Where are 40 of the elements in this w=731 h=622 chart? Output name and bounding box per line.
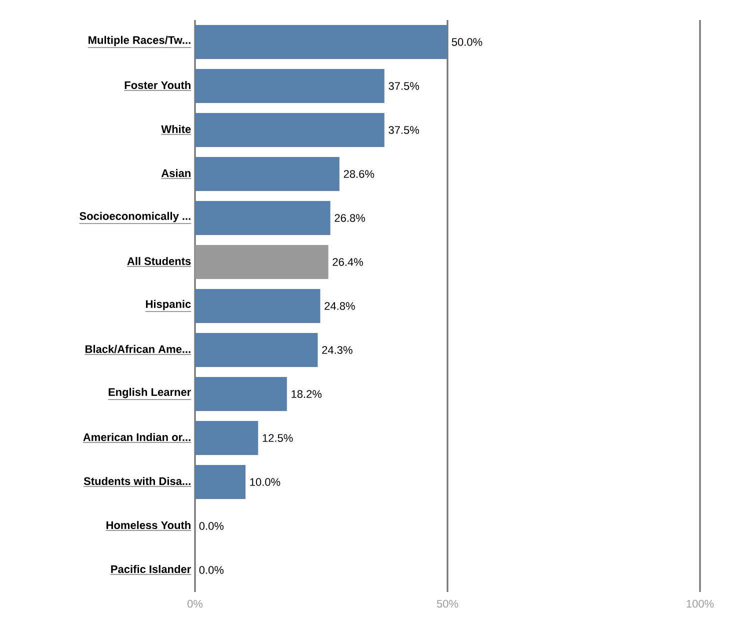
y-tick-label: Students with Disa... bbox=[84, 476, 190, 486]
data-label: 26.4% bbox=[332, 258, 363, 266]
y-tick-label: Homeless Youth bbox=[106, 520, 190, 530]
data-label: 12.5% bbox=[262, 434, 293, 442]
bar bbox=[195, 465, 246, 500]
data-label: 18.2% bbox=[292, 390, 322, 398]
data-label: 28.6% bbox=[344, 170, 374, 178]
bar bbox=[195, 245, 328, 280]
y-tick-label: Multiple Races/Tw... bbox=[88, 36, 190, 46]
bar bbox=[195, 113, 384, 148]
x-tick-label: 0% bbox=[187, 600, 203, 608]
y-tick-label: Socioeconomically ... bbox=[80, 212, 190, 222]
y-tick-label: All Students bbox=[127, 256, 191, 266]
data-label: 24.3% bbox=[322, 346, 352, 354]
y-tick-label: English Learner bbox=[108, 388, 191, 398]
y-tick-label: American Indian or... bbox=[83, 432, 190, 442]
data-label: 0.0% bbox=[199, 566, 224, 574]
y-tick-label: Black/African Ame... bbox=[85, 344, 190, 354]
data-label: 10.0% bbox=[250, 478, 280, 486]
data-label: 24.8% bbox=[324, 302, 355, 310]
bar bbox=[195, 69, 384, 104]
y-tick-label: Asian bbox=[161, 168, 190, 178]
bar bbox=[195, 377, 287, 412]
data-label: 37.5% bbox=[388, 126, 420, 134]
bar bbox=[195, 157, 340, 192]
y-tick-label: White bbox=[161, 124, 191, 134]
data-label: 50.0% bbox=[452, 38, 482, 46]
data-label: 37.5% bbox=[388, 82, 420, 90]
bar bbox=[195, 25, 448, 60]
x-tick-label: 50% bbox=[436, 600, 458, 608]
x-tick-label: 100% bbox=[686, 600, 714, 608]
bar bbox=[195, 333, 318, 368]
bar bbox=[195, 421, 258, 456]
bar bbox=[195, 201, 330, 236]
y-tick-label: Pacific Islander bbox=[111, 564, 191, 574]
y-tick-label: Hispanic bbox=[146, 300, 191, 310]
data-label: 0.0% bbox=[199, 522, 224, 530]
bar bbox=[195, 289, 320, 324]
data-label: 26.8% bbox=[334, 214, 366, 222]
y-tick-label: Foster Youth bbox=[124, 80, 190, 90]
